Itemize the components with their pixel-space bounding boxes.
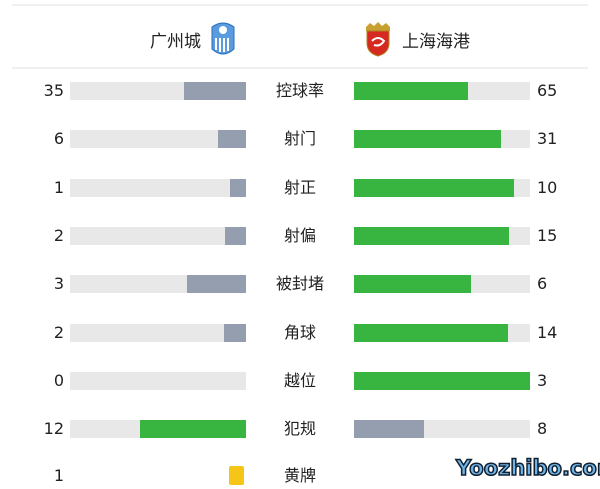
home-bar [70, 371, 246, 390]
away-value: 15 [537, 225, 558, 245]
away-bar [354, 323, 530, 342]
away-value: 65 [537, 81, 558, 100]
home-bar-fill [184, 82, 246, 100]
away-bar [354, 82, 530, 100]
away-value: 31 [537, 129, 558, 149]
home-bar [70, 226, 246, 245]
away-value: 14 [537, 322, 558, 342]
away-bar-fill [354, 130, 502, 149]
away-bar [354, 371, 530, 390]
home-bar [70, 275, 246, 294]
away-value: 6 [537, 274, 548, 294]
shanghai-port-crest-icon [366, 22, 390, 57]
home-team-name: 广州城 [150, 31, 201, 52]
watermark: Yoozhibo.com [455, 455, 600, 481]
top-divider [12, 4, 588, 6]
home-bar-fill [140, 420, 246, 439]
stat-row-yellow-cards: 1 黄牌 [0, 466, 600, 486]
home-bar-fill [217, 130, 246, 149]
away-bar [354, 275, 530, 294]
stat-label: 射正 [283, 177, 316, 197]
home-bar [70, 323, 246, 342]
stat-label: 被封堵 [275, 274, 324, 294]
home-value: 0 [53, 370, 64, 390]
home-value: 35 [43, 81, 64, 100]
away-value: 10 [537, 177, 558, 197]
home-bar-fill [225, 226, 246, 245]
stat-label: 角球 [283, 322, 316, 342]
home-value: 1 [53, 466, 64, 485]
stat-label: 犯规 [283, 419, 316, 439]
home-value: 2 [53, 322, 64, 342]
away-bar [354, 178, 530, 197]
away-bar [354, 130, 530, 149]
stat-row: 2 角球 14 [0, 323, 600, 343]
away-bar-fill [354, 323, 508, 342]
stat-row: 2 射偏 15 [0, 226, 600, 246]
home-bar [70, 82, 246, 100]
home-value: 3 [53, 274, 64, 294]
stat-label: 射偏 [283, 225, 316, 245]
home-value: 1 [53, 177, 64, 197]
yellow-card-icon [229, 466, 244, 485]
away-team[interactable]: 上海海港 [362, 22, 470, 57]
home-bar-fill [224, 323, 246, 342]
header-divider [12, 67, 588, 69]
stat-row: 6 射门 31 [0, 129, 600, 149]
home-bar-fill [187, 275, 246, 294]
away-bar-fill [354, 226, 510, 245]
home-bar [70, 130, 246, 149]
guangzhou-city-crest-icon [211, 22, 235, 55]
stat-row: 0 越位 3 [0, 371, 600, 391]
away-value: 3 [537, 370, 548, 390]
stat-label: 控球率 [275, 81, 324, 100]
away-bar [354, 420, 530, 439]
stat-label: 射门 [283, 129, 316, 149]
home-bar [70, 178, 246, 197]
away-bar-fill [354, 82, 469, 100]
away-bar-fill [354, 420, 425, 439]
stat-row: 3 被封堵 6 [0, 274, 600, 294]
home-value: 12 [43, 419, 64, 439]
stat-label: 黄牌 [283, 466, 316, 485]
stat-label: 越位 [283, 370, 316, 390]
away-bar [354, 226, 530, 245]
home-value: 2 [53, 225, 64, 245]
away-bar-fill [354, 371, 530, 390]
home-bar [70, 420, 246, 439]
away-bar-fill [354, 178, 514, 197]
away-team-name: 上海海港 [402, 31, 470, 52]
home-value: 6 [53, 129, 64, 149]
away-value: 8 [537, 419, 548, 439]
stat-row: 35 控球率 65 [0, 81, 600, 101]
away-bar-fill [354, 275, 472, 294]
home-bar-fill [229, 178, 246, 197]
home-team[interactable]: 广州城 [150, 22, 237, 56]
stat-row: 1 射正 10 [0, 178, 600, 198]
stat-row: 12 犯规 8 [0, 419, 600, 439]
